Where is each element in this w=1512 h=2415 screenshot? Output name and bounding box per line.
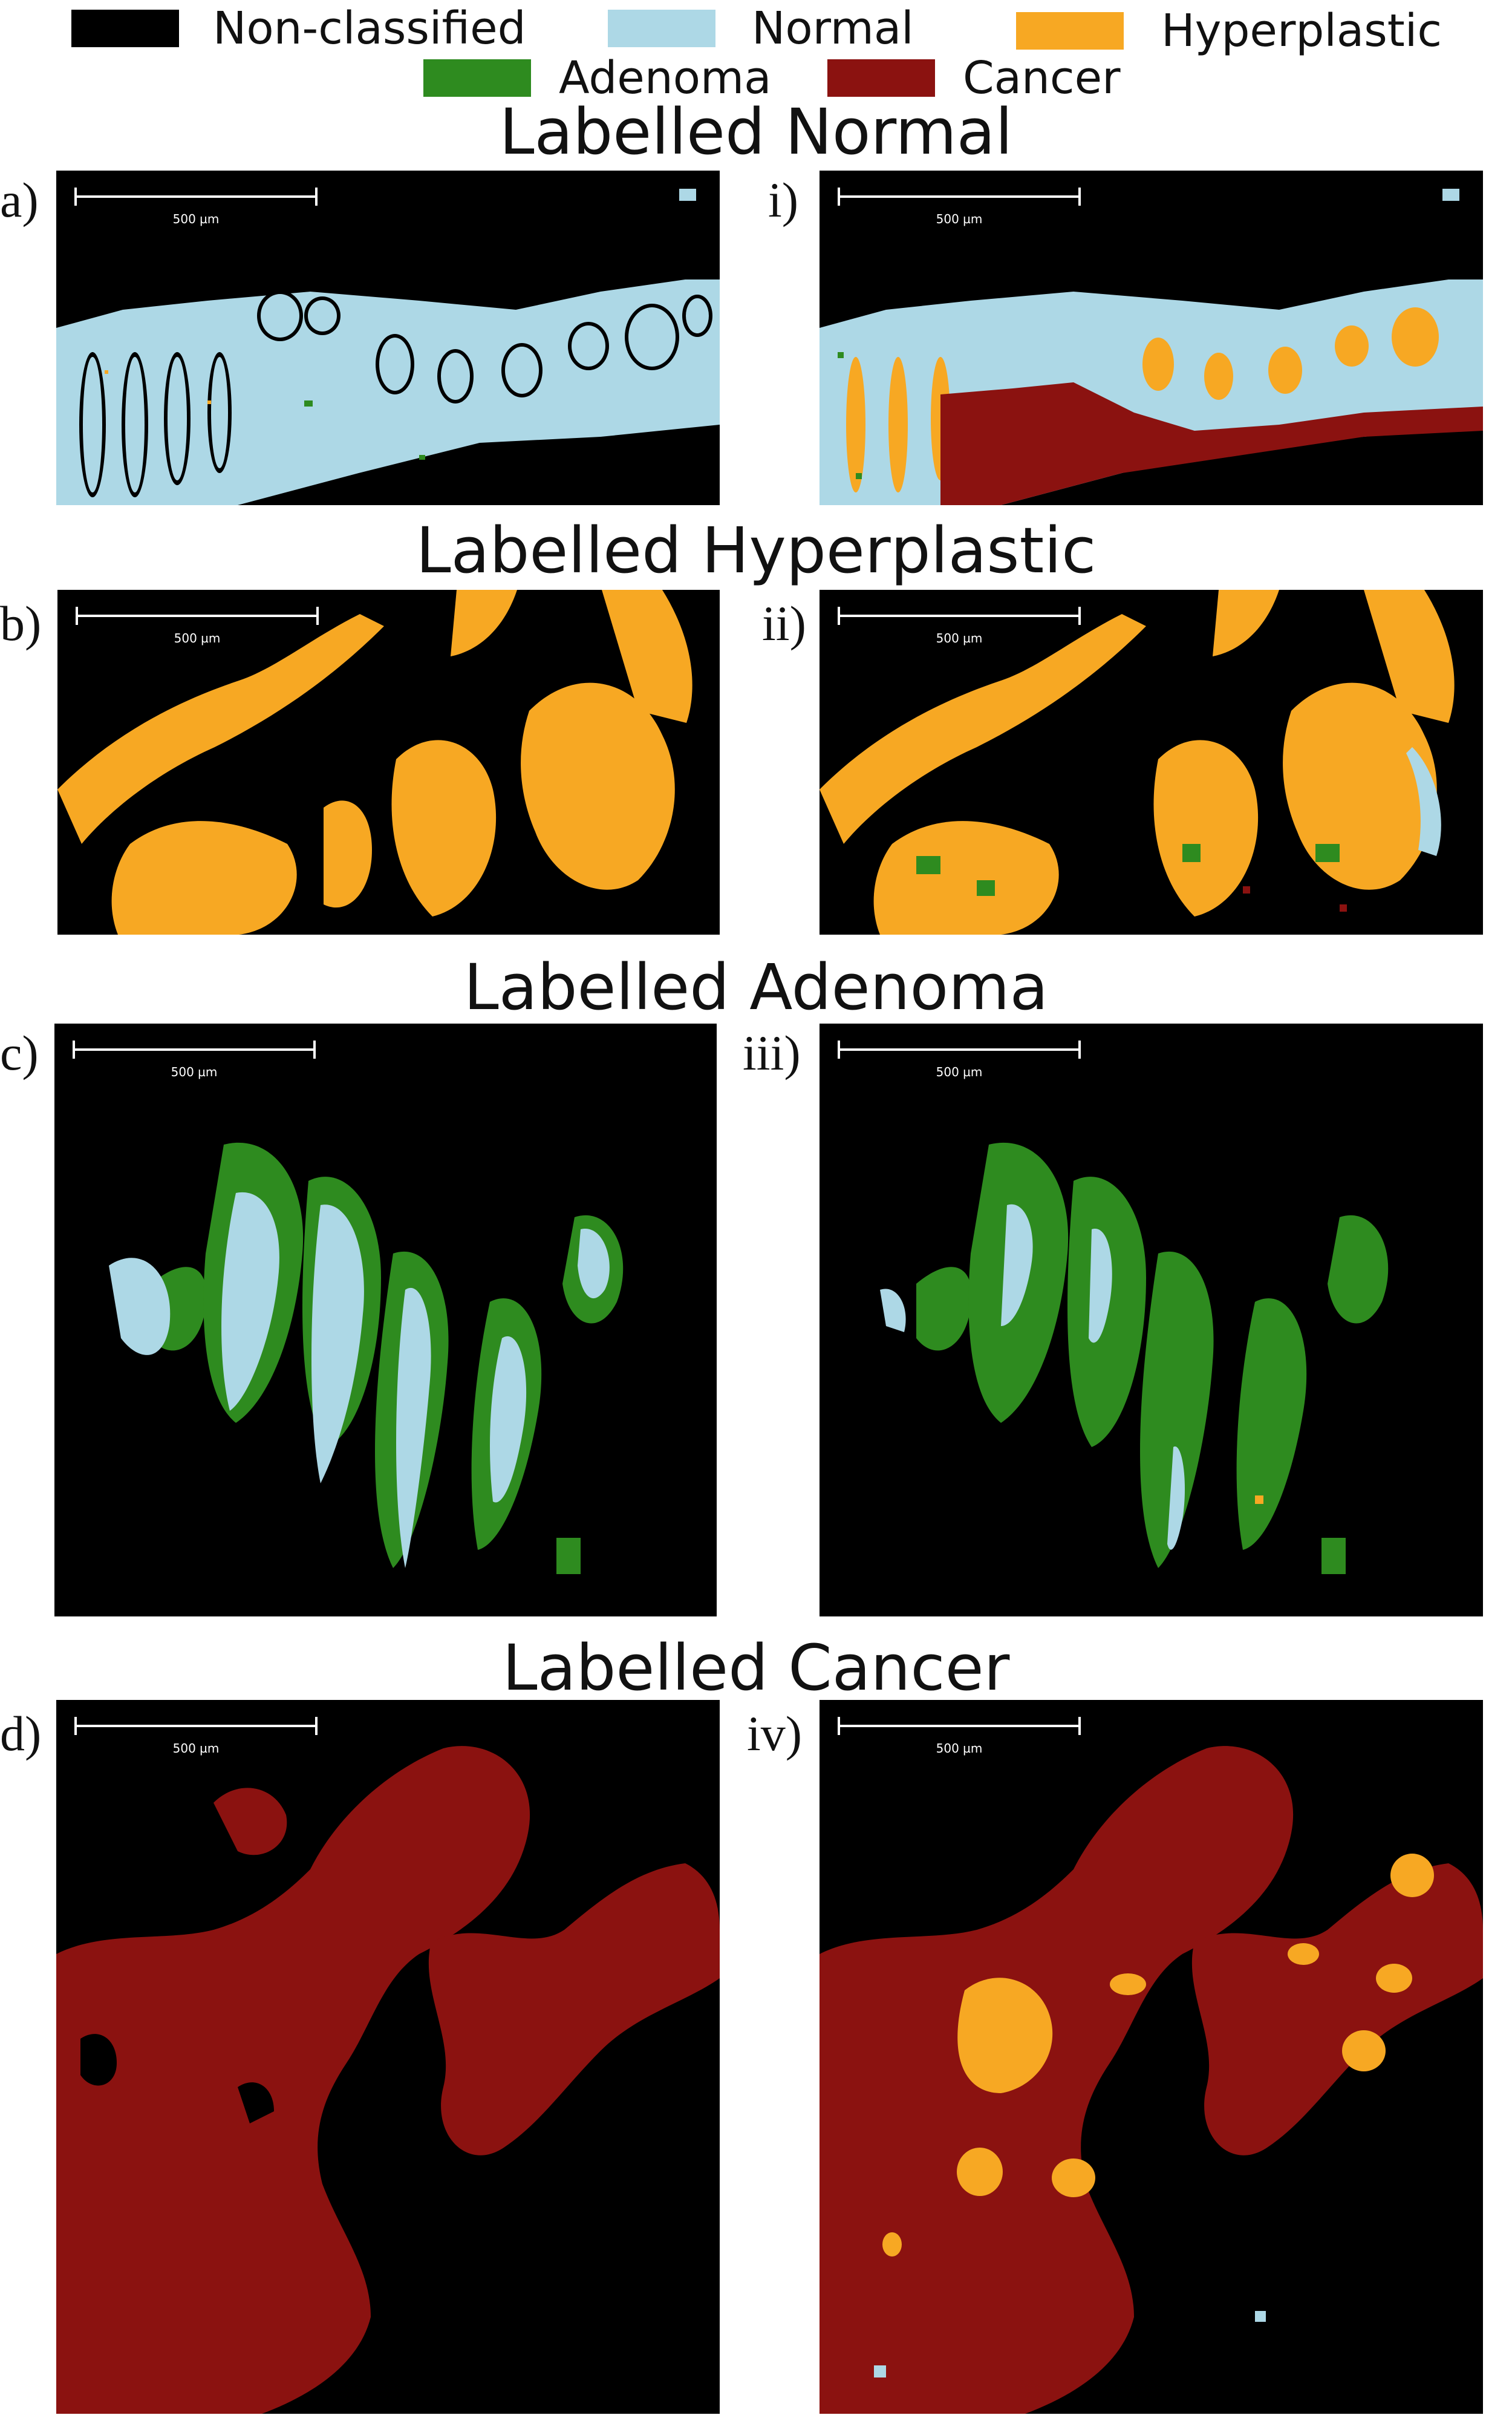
legend-label: Adenoma — [559, 52, 772, 104]
legend-label: Cancer — [963, 52, 1121, 104]
scale-bar — [838, 1041, 1081, 1059]
tissue-map — [820, 1746, 1483, 2414]
scale-bar — [74, 1717, 318, 1735]
panel-i-normal-predicted: 500 µm — [820, 171, 1483, 505]
panel-label-d: d) — [0, 1706, 42, 1761]
panel-ii-hyperplastic-predicted: 500 µm — [820, 590, 1483, 935]
scale-bar — [76, 607, 319, 625]
panel-label-b: b) — [0, 596, 42, 651]
panel-iv-cancer-predicted: 500 µm — [820, 1700, 1483, 2414]
legend-label: Normal — [752, 2, 914, 54]
row-title-hyperplastic: Labelled Hyperplastic — [415, 514, 1097, 587]
scale-bar-label: 500 µm — [172, 1741, 220, 1756]
tissue-map — [109, 1142, 624, 1574]
legend-item-hyperplastic: Hyperplastic — [1016, 8, 1442, 53]
tissue-map — [820, 189, 1483, 505]
scale-bar-label: 500 µm — [936, 1065, 983, 1079]
scale-bar-label: 500 µm — [936, 631, 983, 645]
panel-iii-adenoma-predicted: 500 µm — [820, 1024, 1483, 1616]
legend-swatch — [1016, 12, 1124, 50]
panel-label-iii: iii) — [743, 1025, 801, 1080]
panel-label-c: c) — [0, 1025, 39, 1080]
scale-bar-label: 500 µm — [171, 1065, 218, 1079]
row-title-adenoma: Labelled Adenoma — [463, 950, 1049, 1024]
row-title-cancer: Labelled Cancer — [502, 1631, 1010, 1705]
scale-bar — [74, 188, 318, 206]
scale-bar — [838, 1717, 1081, 1735]
tissue-map — [56, 189, 720, 505]
legend-swatch — [608, 10, 715, 47]
scale-bar-label: 500 µm — [936, 1741, 983, 1756]
legend-item-normal: Normal — [608, 6, 914, 51]
panel-label-a: a) — [0, 172, 39, 227]
legend-label: Non-classified — [213, 2, 526, 54]
legend-item-non-classified: Non-classified — [71, 6, 526, 51]
scale-bar-label: 500 µm — [172, 212, 220, 226]
legend-item-cancer: Cancer — [827, 56, 1121, 100]
panel-d-cancer-labelled: 500 µm — [56, 1700, 720, 2414]
panel-c-adenoma-labelled: 500 µm — [54, 1024, 717, 1616]
scale-bar-label: 500 µm — [936, 212, 983, 226]
scale-bar — [73, 1041, 316, 1059]
tissue-map — [880, 1142, 1389, 1574]
legend-label: Hyperplastic — [1161, 5, 1442, 57]
panel-label-i: i) — [768, 172, 799, 227]
tissue-map — [57, 590, 692, 935]
scale-bar-label: 500 µm — [174, 631, 221, 645]
legend-swatch — [827, 59, 935, 97]
scale-bar — [838, 188, 1081, 206]
scale-bar — [838, 607, 1081, 625]
panel-a-normal-labelled: 500 µm — [56, 171, 720, 505]
row-title-normal: Labelled Normal — [499, 95, 1013, 169]
legend-item-adenoma: Adenoma — [423, 56, 771, 100]
panel-b-hyperplastic-labelled: 500 µm — [57, 590, 720, 935]
legend-swatch — [71, 10, 179, 47]
legend-swatch — [423, 59, 531, 97]
tissue-map — [820, 590, 1455, 935]
panel-label-ii: ii) — [762, 596, 806, 651]
panel-label-iv: iv) — [747, 1706, 803, 1761]
tissue-map — [56, 1746, 720, 2414]
